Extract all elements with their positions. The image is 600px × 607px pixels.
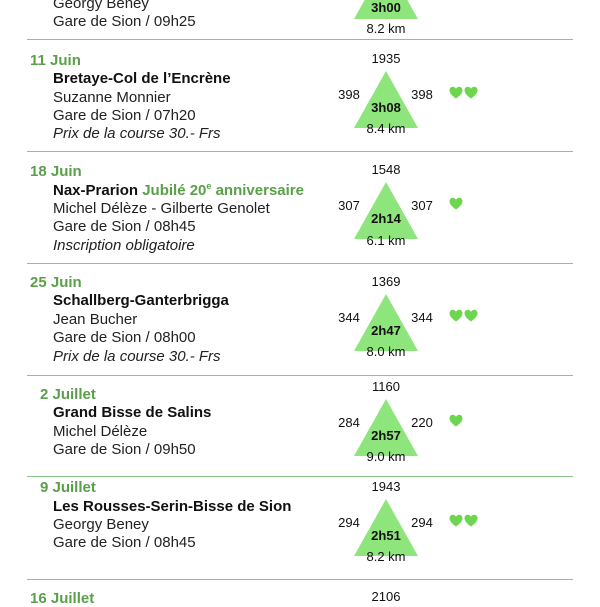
meeting-point: Gare de Sion / 09h50 xyxy=(53,441,196,458)
walking-time: 3h00 xyxy=(371,0,401,15)
summit-altitude: 1548 xyxy=(371,162,401,177)
ascent: 398 xyxy=(338,87,360,102)
leader-name: Jean Bucher xyxy=(53,311,138,328)
walking-time: 2h14 xyxy=(371,211,401,226)
distance: 8.2 km xyxy=(366,549,406,564)
ascent: 344 xyxy=(338,310,360,325)
hike-date: 18 Juin xyxy=(30,163,82,180)
triangle-icon xyxy=(354,294,418,351)
hike-title: Grand Bisse de Salins xyxy=(53,404,212,421)
meeting-point: Gare de Sion / 08h00 xyxy=(53,329,196,346)
entry-divider xyxy=(27,39,573,40)
distance: 8.0 km xyxy=(366,344,406,359)
descent: 294 xyxy=(411,515,433,530)
entry-divider xyxy=(27,476,573,477)
entry-divider xyxy=(27,151,573,152)
leader-name: Michel Délèze xyxy=(53,423,148,440)
descent: 398 xyxy=(411,87,433,102)
ascent: 294 xyxy=(338,515,360,530)
meeting-point: Gare de Sion / 07h20 xyxy=(53,107,196,124)
triangle-icon xyxy=(354,71,418,128)
hike-title-name: Nax-Prarion xyxy=(53,182,139,199)
hike-entry: 9 Juillet Les Rousses-Serin-Bisse de Sio… xyxy=(0,477,600,580)
hike-date: 11 Juin xyxy=(30,52,81,69)
ascent: 307 xyxy=(338,198,360,213)
difficulty-rating xyxy=(449,514,479,530)
hike-entry: 16 Juillet 2106 xyxy=(0,580,600,607)
leader-name: Michel Délèze - Gilberte Genolet xyxy=(53,200,270,217)
hike-entry: 2 Juillet Grand Bisse de Salins Michel D… xyxy=(0,376,600,477)
meeting-point: Gare de Sion / 08h45 xyxy=(53,218,196,235)
difficulty-rating xyxy=(449,86,479,102)
hike-date: 25 Juin xyxy=(30,274,82,291)
summit-altitude: 1160 xyxy=(372,379,400,394)
heart-icon xyxy=(464,86,478,104)
walking-time: 2h47 xyxy=(371,323,401,338)
course-price: Prix de la course 30.- Frs xyxy=(53,348,221,365)
hike-entry: 11 Juin Bretaye-Col de l’Encrène Suzanne… xyxy=(0,40,600,152)
heart-icon xyxy=(449,414,463,432)
descent: 307 xyxy=(411,198,433,213)
summit-altitude: 2106 xyxy=(371,589,401,604)
hike-title: Nax-Prarion Jubilé 20e anniversaire xyxy=(53,181,304,199)
summit-altitude: 1935 xyxy=(371,51,401,66)
leader-name: Georgy Beney xyxy=(53,516,149,533)
entry-divider xyxy=(27,375,573,376)
distance: 8.2 km xyxy=(366,21,406,36)
leader-name: Suzanne Monnier xyxy=(53,89,171,106)
hike-title: Les Rousses-Serin-Bisse de Sion xyxy=(53,498,292,515)
ascent: 284 xyxy=(338,415,360,430)
triangle-icon xyxy=(354,399,418,456)
walking-time: 2h57 xyxy=(371,428,401,443)
hike-date: 2 Juillet xyxy=(40,386,96,403)
distance: 6.1 km xyxy=(366,233,406,248)
distance: 9.0 km xyxy=(366,449,406,464)
entry-divider xyxy=(27,579,573,580)
summit-altitude: 1369 xyxy=(371,274,401,289)
difficulty-rating xyxy=(449,309,479,325)
walking-time: 3h08 xyxy=(371,100,401,115)
descent: 344 xyxy=(411,310,433,325)
heart-icon xyxy=(464,514,478,532)
hike-title: Bretaye-Col de l’Encrène xyxy=(53,70,231,87)
heart-icon xyxy=(449,86,463,104)
distance: 8.4 km xyxy=(366,121,406,136)
leader-name: Georgy Beney xyxy=(53,0,149,12)
triangle-icon xyxy=(354,0,418,19)
summit-altitude: 1943 xyxy=(371,479,401,494)
jubilee-label: Jubilé 20e anniversaire xyxy=(142,181,304,199)
hike-entry: 18 Juin Nax-Prarion Jubilé 20e anniversa… xyxy=(0,152,600,264)
heart-icon xyxy=(449,197,463,215)
meeting-point: Gare de Sion / 09h25 xyxy=(53,13,196,30)
hike-date: 16 Juillet xyxy=(30,590,95,607)
hike-entry: 25 Juin Schallberg-Ganterbrigga Jean Buc… xyxy=(0,264,600,376)
descent: 220 xyxy=(411,415,433,430)
heart-icon xyxy=(449,514,463,532)
hike-date: 9 Juillet xyxy=(40,479,96,496)
difficulty-rating xyxy=(449,197,464,213)
hike-entry: Georgy Beney Gare de Sion / 09h25 3h00 8… xyxy=(0,0,600,40)
hike-title: Schallberg-Ganterbrigga xyxy=(53,292,229,309)
triangle-icon xyxy=(354,182,418,239)
difficulty-rating xyxy=(449,414,464,430)
registration-note: Inscription obligatoire xyxy=(53,237,195,254)
walking-time: 2h51 xyxy=(371,528,401,543)
meeting-point: Gare de Sion / 08h45 xyxy=(53,534,196,551)
entry-divider xyxy=(27,263,573,264)
heart-icon xyxy=(449,309,463,327)
triangle-icon xyxy=(354,499,418,556)
course-price: Prix de la course 30.- Frs xyxy=(53,125,221,142)
heart-icon xyxy=(464,309,478,327)
